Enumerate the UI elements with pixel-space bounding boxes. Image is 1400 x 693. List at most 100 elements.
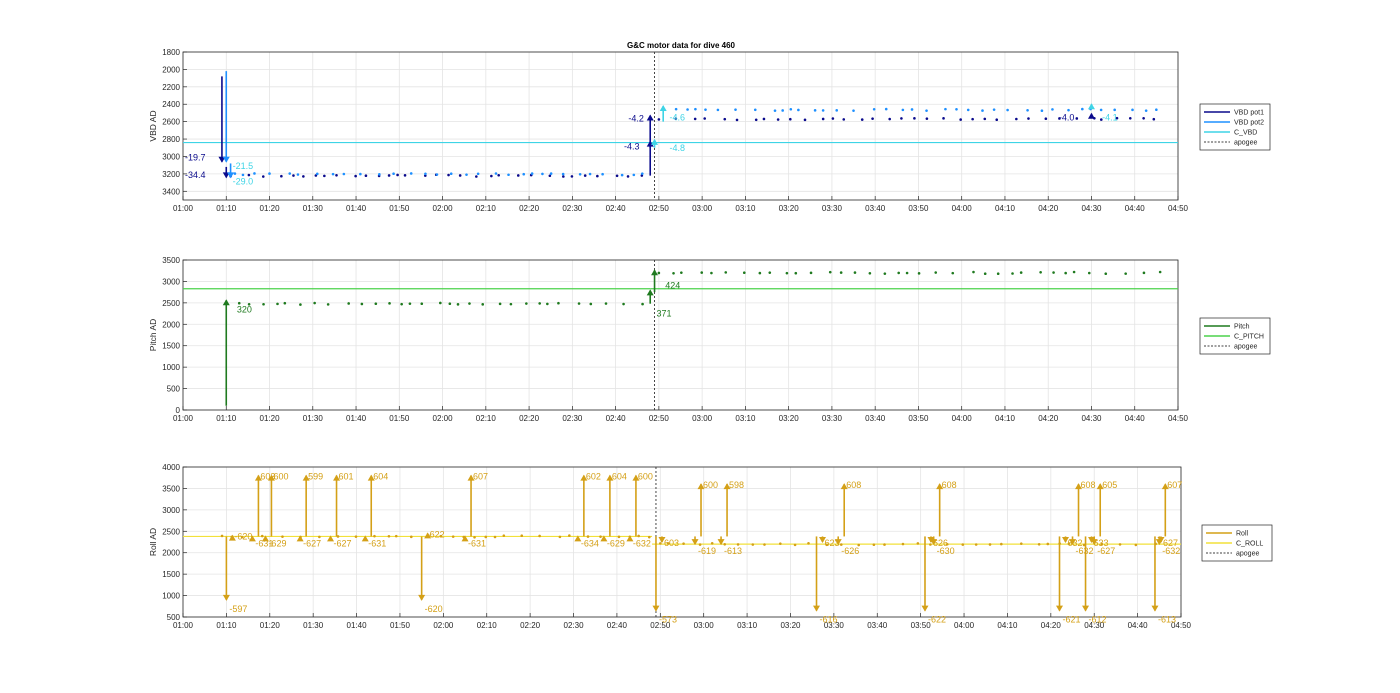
x-tick-label: 02:50	[650, 621, 671, 630]
data-point	[883, 543, 886, 546]
data-point	[828, 270, 832, 274]
x-tick-label: 01:20	[260, 414, 281, 423]
data-point	[570, 175, 574, 178]
data-point	[751, 543, 755, 546]
data-point	[723, 542, 727, 546]
data-point	[632, 173, 636, 177]
data-point	[520, 534, 524, 538]
data-point	[809, 271, 813, 275]
data-point	[672, 271, 675, 275]
data-point	[423, 174, 427, 177]
data-point	[233, 172, 237, 175]
data-label: 607	[1167, 480, 1182, 490]
arrow-head	[222, 156, 230, 163]
legend-label: C_PITCH	[1234, 334, 1264, 341]
data-point	[220, 534, 224, 538]
y-tick-label: 1000	[162, 363, 180, 372]
data-point	[1158, 270, 1162, 274]
data-label: 320	[237, 304, 252, 314]
x-tick-label: 01:00	[173, 204, 194, 213]
roll-arrow-down	[921, 536, 929, 612]
roll-arrow-up	[267, 474, 275, 537]
data-point	[507, 173, 510, 177]
x-tick-label: 02:30	[564, 621, 585, 630]
data-point	[347, 302, 350, 305]
data-point	[831, 117, 835, 120]
arrow-head	[1056, 605, 1064, 612]
data-point	[589, 302, 593, 306]
roll-arrow-up	[1075, 483, 1083, 537]
data-point	[240, 535, 244, 539]
data-point	[342, 172, 346, 176]
data-point	[538, 534, 541, 538]
data-label: -4.3	[624, 141, 640, 151]
data-point	[299, 303, 302, 306]
data-point	[354, 535, 358, 538]
x-tick-label: 02:40	[606, 204, 627, 213]
data-point	[323, 174, 326, 178]
arrow	[651, 269, 659, 293]
data-point	[1118, 543, 1122, 546]
roll-arrow-down	[1069, 536, 1077, 546]
data-point	[509, 302, 513, 306]
data-point	[420, 302, 424, 306]
data-point	[604, 302, 608, 305]
y-axis-label: Pitch AD	[148, 319, 158, 352]
data-point	[781, 109, 784, 112]
data-point	[901, 542, 905, 546]
arrow-head	[651, 269, 659, 276]
x-tick-label: 03:10	[735, 414, 756, 423]
arrow-head	[1090, 539, 1098, 546]
data-point	[435, 173, 439, 176]
arrow	[222, 299, 230, 406]
arrow-head	[834, 539, 842, 546]
data-point	[955, 107, 958, 111]
data-point	[807, 541, 810, 545]
arrow-head	[658, 537, 666, 543]
y-tick-label: 500	[167, 385, 181, 394]
data-point	[1128, 116, 1132, 120]
data-point	[686, 108, 689, 111]
data-point	[776, 118, 780, 121]
x-tick-label: 02:30	[562, 204, 583, 213]
data-point	[884, 107, 888, 111]
x-tick-label: 04:50	[1168, 414, 1189, 423]
arrow-head	[921, 605, 929, 612]
data-point	[872, 107, 876, 111]
x-tick-label: 01:40	[346, 414, 367, 423]
y-tick-label: 3000	[162, 277, 180, 286]
data-point	[821, 109, 825, 112]
roll-arrow-down	[600, 535, 608, 542]
roll-arrow-up	[254, 474, 262, 537]
arrow-head	[813, 605, 821, 612]
x-tick-label: 03:50	[911, 621, 932, 630]
x-tick-label: 02:20	[520, 621, 541, 630]
data-point	[842, 118, 846, 121]
data-point	[409, 172, 413, 175]
data-label: 598	[729, 480, 744, 490]
data-point	[378, 173, 381, 176]
roll-arrow-up	[302, 474, 310, 537]
data-point	[789, 107, 793, 111]
x-tick-label: 01:50	[390, 621, 411, 630]
data-label: -4.1	[1102, 112, 1118, 122]
x-tick-label: 01:20	[260, 204, 281, 213]
data-point	[763, 543, 766, 546]
x-tick-label: 04:40	[1128, 621, 1149, 630]
data-point	[871, 117, 874, 120]
x-tick-label: 03:10	[735, 204, 756, 213]
x-tick-label: 04:10	[995, 204, 1016, 213]
data-point	[475, 175, 478, 178]
arrow-head	[227, 172, 235, 179]
y-tick-label: 500	[167, 613, 181, 622]
legend-label: VBD pot2	[1234, 120, 1264, 127]
roll-arrow-down	[691, 536, 699, 546]
data-point	[700, 271, 704, 274]
y-tick-label: 3500	[162, 484, 180, 493]
data-point	[583, 174, 587, 177]
data-label: -597	[229, 604, 247, 614]
roll-panel: 500 1000 1500 2000 2500 3000 3500 4000 01:00 01:1…	[148, 463, 1273, 630]
data-point	[825, 543, 829, 547]
